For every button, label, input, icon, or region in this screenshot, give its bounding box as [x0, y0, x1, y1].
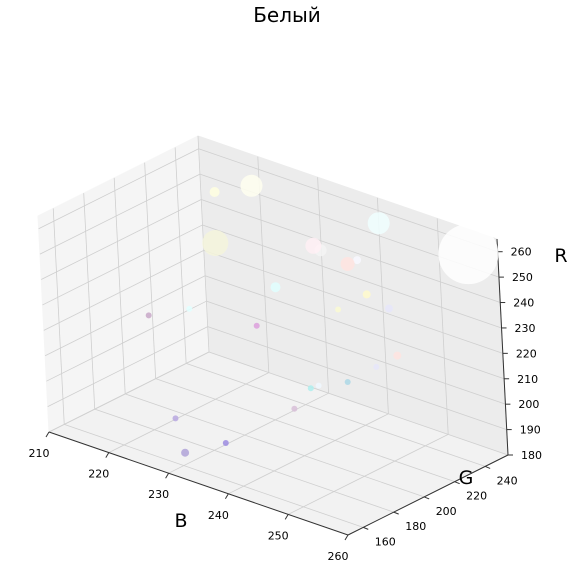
b-tick-mark — [45, 431, 50, 438]
grid-line-r — [48, 351, 210, 433]
gridlines — [38, 135, 509, 536]
grid-line-g — [64, 424, 364, 528]
grid-line-g — [186, 363, 486, 467]
r-tick-label: 210 — [517, 373, 538, 386]
r-tick-label: 230 — [515, 322, 536, 335]
data-point — [253, 322, 260, 329]
b-tick-mark — [165, 472, 170, 479]
grid-line-b — [317, 177, 329, 394]
x-axis-label: B — [174, 510, 187, 532]
grid-line-r — [204, 275, 505, 380]
g-tick-mark — [454, 481, 460, 485]
grid-line-g — [113, 177, 126, 394]
grid-line-r — [202, 224, 502, 329]
data-point — [202, 230, 229, 256]
grid-line-b — [168, 392, 329, 474]
axis-panes — [37, 135, 510, 536]
data-point — [181, 448, 190, 457]
b-tick-label: 240 — [208, 509, 229, 522]
grid-line-r — [43, 249, 205, 331]
grid-line-r — [208, 351, 509, 456]
data-point — [222, 440, 229, 446]
r-tick-label: 240 — [513, 297, 534, 310]
g-axis-line — [347, 454, 509, 536]
data-point — [270, 282, 281, 293]
data-point — [315, 382, 322, 389]
data-point — [362, 290, 371, 299]
grid-line-r — [207, 326, 507, 430]
r-tick-label: 190 — [520, 424, 541, 437]
tick-labels: 2102202302402502601601802002202401801902… — [29, 246, 543, 563]
data-point — [305, 237, 322, 254]
grid-line-r — [46, 300, 207, 382]
b-tick-mark — [344, 534, 349, 541]
data-point — [367, 212, 390, 235]
z-axis-label: R — [554, 245, 567, 267]
grid-line-r — [201, 199, 501, 303]
b-tick-mark — [224, 493, 229, 500]
data-point — [373, 363, 380, 370]
g-tick-mark — [363, 526, 369, 530]
g-tick-label: 160 — [375, 535, 396, 548]
grid-line-g — [174, 147, 187, 364]
g-tick-mark — [484, 465, 491, 469]
g-tick-label: 200 — [436, 505, 457, 518]
data-point — [340, 257, 355, 271]
grid-line-b — [228, 413, 389, 495]
data-point — [385, 304, 393, 313]
data-point — [344, 379, 351, 385]
g-tick-mark — [424, 496, 430, 500]
b-tick-label: 250 — [268, 529, 289, 542]
b-tick-mark — [284, 514, 289, 520]
r-tick-label: 220 — [516, 347, 537, 360]
data-point — [291, 405, 298, 412]
r-tick-label: 200 — [518, 398, 539, 411]
grid-line-g — [144, 162, 157, 379]
grid-line-r — [42, 224, 203, 306]
grid-line-g — [94, 408, 394, 513]
r-axis-line — [496, 238, 509, 456]
grid-line-r — [206, 300, 506, 405]
data-point — [209, 187, 220, 197]
r-tick-label: 250 — [512, 271, 533, 284]
g-tick-label: 180 — [405, 520, 426, 533]
data-point — [307, 385, 314, 392]
chart-title: Белый — [253, 3, 321, 27]
grid-line-r — [41, 199, 202, 280]
b-tick-label: 260 — [328, 550, 349, 563]
b-axis-line — [48, 431, 349, 536]
grid-line-r — [47, 326, 208, 407]
grid-line-g — [125, 393, 425, 498]
grid-line-r — [44, 275, 206, 357]
grid-line-b — [108, 372, 269, 453]
b-tick-label: 210 — [29, 447, 50, 460]
data-point — [438, 224, 499, 285]
axis-lines — [48, 238, 509, 536]
r-tick-label: 180 — [521, 449, 542, 462]
data-point — [186, 305, 193, 312]
grid-line-r — [203, 249, 503, 354]
b-tick-mark — [105, 452, 110, 458]
grid-line-b — [288, 434, 449, 515]
data-point — [335, 306, 342, 313]
data-points — [145, 174, 499, 457]
grid-line-g — [155, 378, 455, 483]
r-tick-label: 260 — [511, 246, 532, 259]
g-tick-mark — [393, 511, 399, 515]
grid-line-g — [83, 193, 96, 410]
y-axis-label: G — [459, 467, 474, 489]
b-tick-label: 230 — [148, 488, 169, 501]
g-tick-label: 240 — [497, 474, 518, 487]
grid-line-g — [52, 208, 65, 425]
b-tick-label: 220 — [88, 468, 109, 481]
data-point — [353, 256, 362, 265]
data-point — [240, 174, 263, 197]
grid-line-r — [39, 173, 201, 255]
g-tick-label: 220 — [466, 490, 487, 503]
data-point — [145, 312, 152, 319]
grid-line-r — [38, 148, 199, 230]
data-point — [172, 415, 179, 422]
data-point — [393, 351, 402, 360]
